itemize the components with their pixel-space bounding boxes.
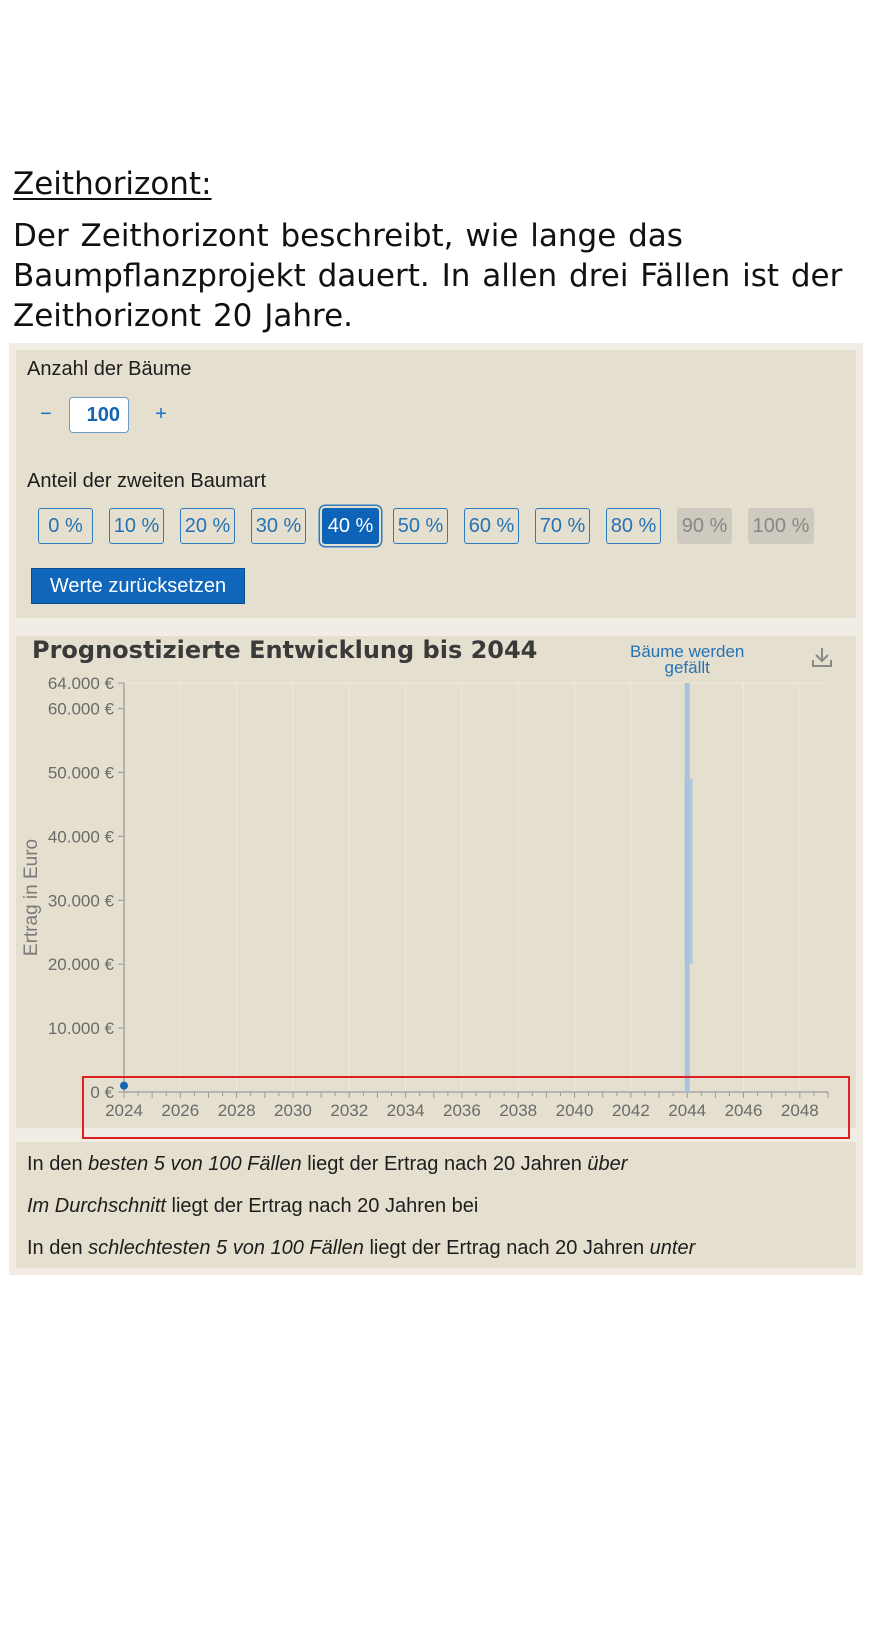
- result-worst: In den schlechtesten 5 von 100 Fällen li…: [27, 1237, 696, 1259]
- y-tick-label: 64.000 €: [48, 674, 115, 693]
- chart-title: Prognostizierte Entwicklung bis 2044: [32, 636, 538, 664]
- share-option-70[interactable]: 70 %: [535, 508, 590, 544]
- x-tick-label: 2032: [330, 1101, 368, 1120]
- trees-label: Anzahl der Bäume: [27, 358, 192, 380]
- y-axis-label: Ertrag in Euro: [21, 839, 42, 956]
- share-option-60[interactable]: 60 %: [464, 508, 519, 544]
- x-tick-label: 2038: [499, 1101, 537, 1120]
- annotation-line2: gefällt: [665, 658, 711, 677]
- share-option-10[interactable]: 10 %: [109, 508, 164, 544]
- x-tick-label: 2040: [556, 1101, 594, 1120]
- reset-button[interactable]: Werte zurücksetzen: [31, 568, 245, 604]
- share-label: Anteil der zweiten Baumart: [27, 470, 267, 492]
- result-average: Im Durchschnitt liegt der Ertrag nach 20…: [27, 1195, 479, 1217]
- x-tick-label: 2028: [218, 1101, 256, 1120]
- y-tick-label: 60.000 €: [48, 700, 115, 719]
- result-best: In den besten 5 von 100 Fällen liegt der…: [27, 1153, 628, 1175]
- increment-button[interactable]: +: [155, 403, 167, 425]
- y-tick-label: 10.000 €: [48, 1019, 115, 1038]
- x-tick-label: 2024: [105, 1101, 143, 1120]
- share-option-40[interactable]: 40 %: [322, 508, 379, 544]
- x-tick-label: 2042: [612, 1101, 650, 1120]
- x-tick-label: 2048: [781, 1101, 819, 1120]
- y-tick-label: 50.000 €: [48, 763, 115, 782]
- x-tick-label: 2030: [274, 1101, 312, 1120]
- x-tick-label: 2046: [725, 1101, 763, 1120]
- harvest-band-spread: [684, 778, 693, 965]
- chart-panel: [16, 636, 856, 1128]
- y-tick-label: 40.000 €: [48, 827, 115, 846]
- share-option-20[interactable]: 20 %: [180, 508, 235, 544]
- y-tick-label: 0 €: [90, 1083, 114, 1102]
- x-tick-label: 2034: [387, 1101, 425, 1120]
- share-option-100: 100 %: [748, 508, 814, 544]
- x-tick-label: 2026: [161, 1101, 199, 1120]
- annotation-line1: Bäume werden: [630, 642, 744, 661]
- results-panel: [16, 1142, 856, 1268]
- x-tick-label: 2044: [668, 1101, 706, 1120]
- share-option-0[interactable]: 0 %: [38, 508, 93, 544]
- share-option-80[interactable]: 80 %: [606, 508, 661, 544]
- start-point: [120, 1081, 128, 1090]
- share-option-30[interactable]: 30 %: [251, 508, 306, 544]
- share-option-50[interactable]: 50 %: [393, 508, 448, 544]
- decrement-button[interactable]: −: [40, 403, 52, 425]
- section-heading: Zeithorizont:: [13, 166, 212, 202]
- share-option-90: 90 %: [677, 508, 732, 544]
- download-icon[interactable]: [810, 645, 834, 669]
- y-tick-label: 20.000 €: [48, 955, 115, 974]
- tree-count-input[interactable]: 100: [69, 397, 129, 433]
- intro-text: Der Zeithorizont beschreibt, wie lange d…: [13, 218, 843, 334]
- x-tick-label: 2036: [443, 1101, 481, 1120]
- highlight-box: [82, 1076, 850, 1139]
- y-tick-label: 30.000 €: [48, 891, 115, 910]
